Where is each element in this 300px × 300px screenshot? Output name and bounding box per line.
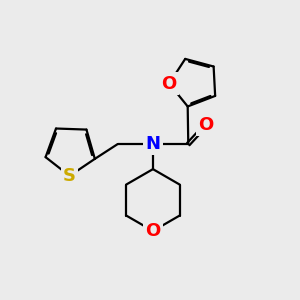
Text: O: O	[161, 75, 177, 93]
Text: N: N	[146, 135, 160, 153]
Text: S: S	[63, 167, 76, 185]
Text: O: O	[145, 222, 160, 240]
Text: O: O	[198, 116, 214, 134]
